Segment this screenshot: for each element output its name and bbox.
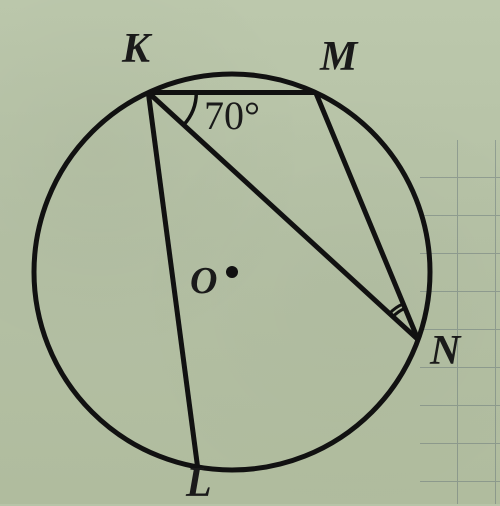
angle-value-70: 70°: [204, 92, 260, 139]
angle-arc-K: [184, 93, 197, 125]
chord-KN: [148, 93, 418, 340]
point-label-K: K: [122, 28, 150, 70]
center-label-O: O: [190, 262, 217, 300]
center-dot: [226, 266, 238, 278]
geometry-diagram: [0, 0, 500, 504]
point-label-M: M: [320, 36, 357, 78]
point-label-L: L: [186, 462, 212, 504]
point-label-N: N: [430, 330, 460, 372]
